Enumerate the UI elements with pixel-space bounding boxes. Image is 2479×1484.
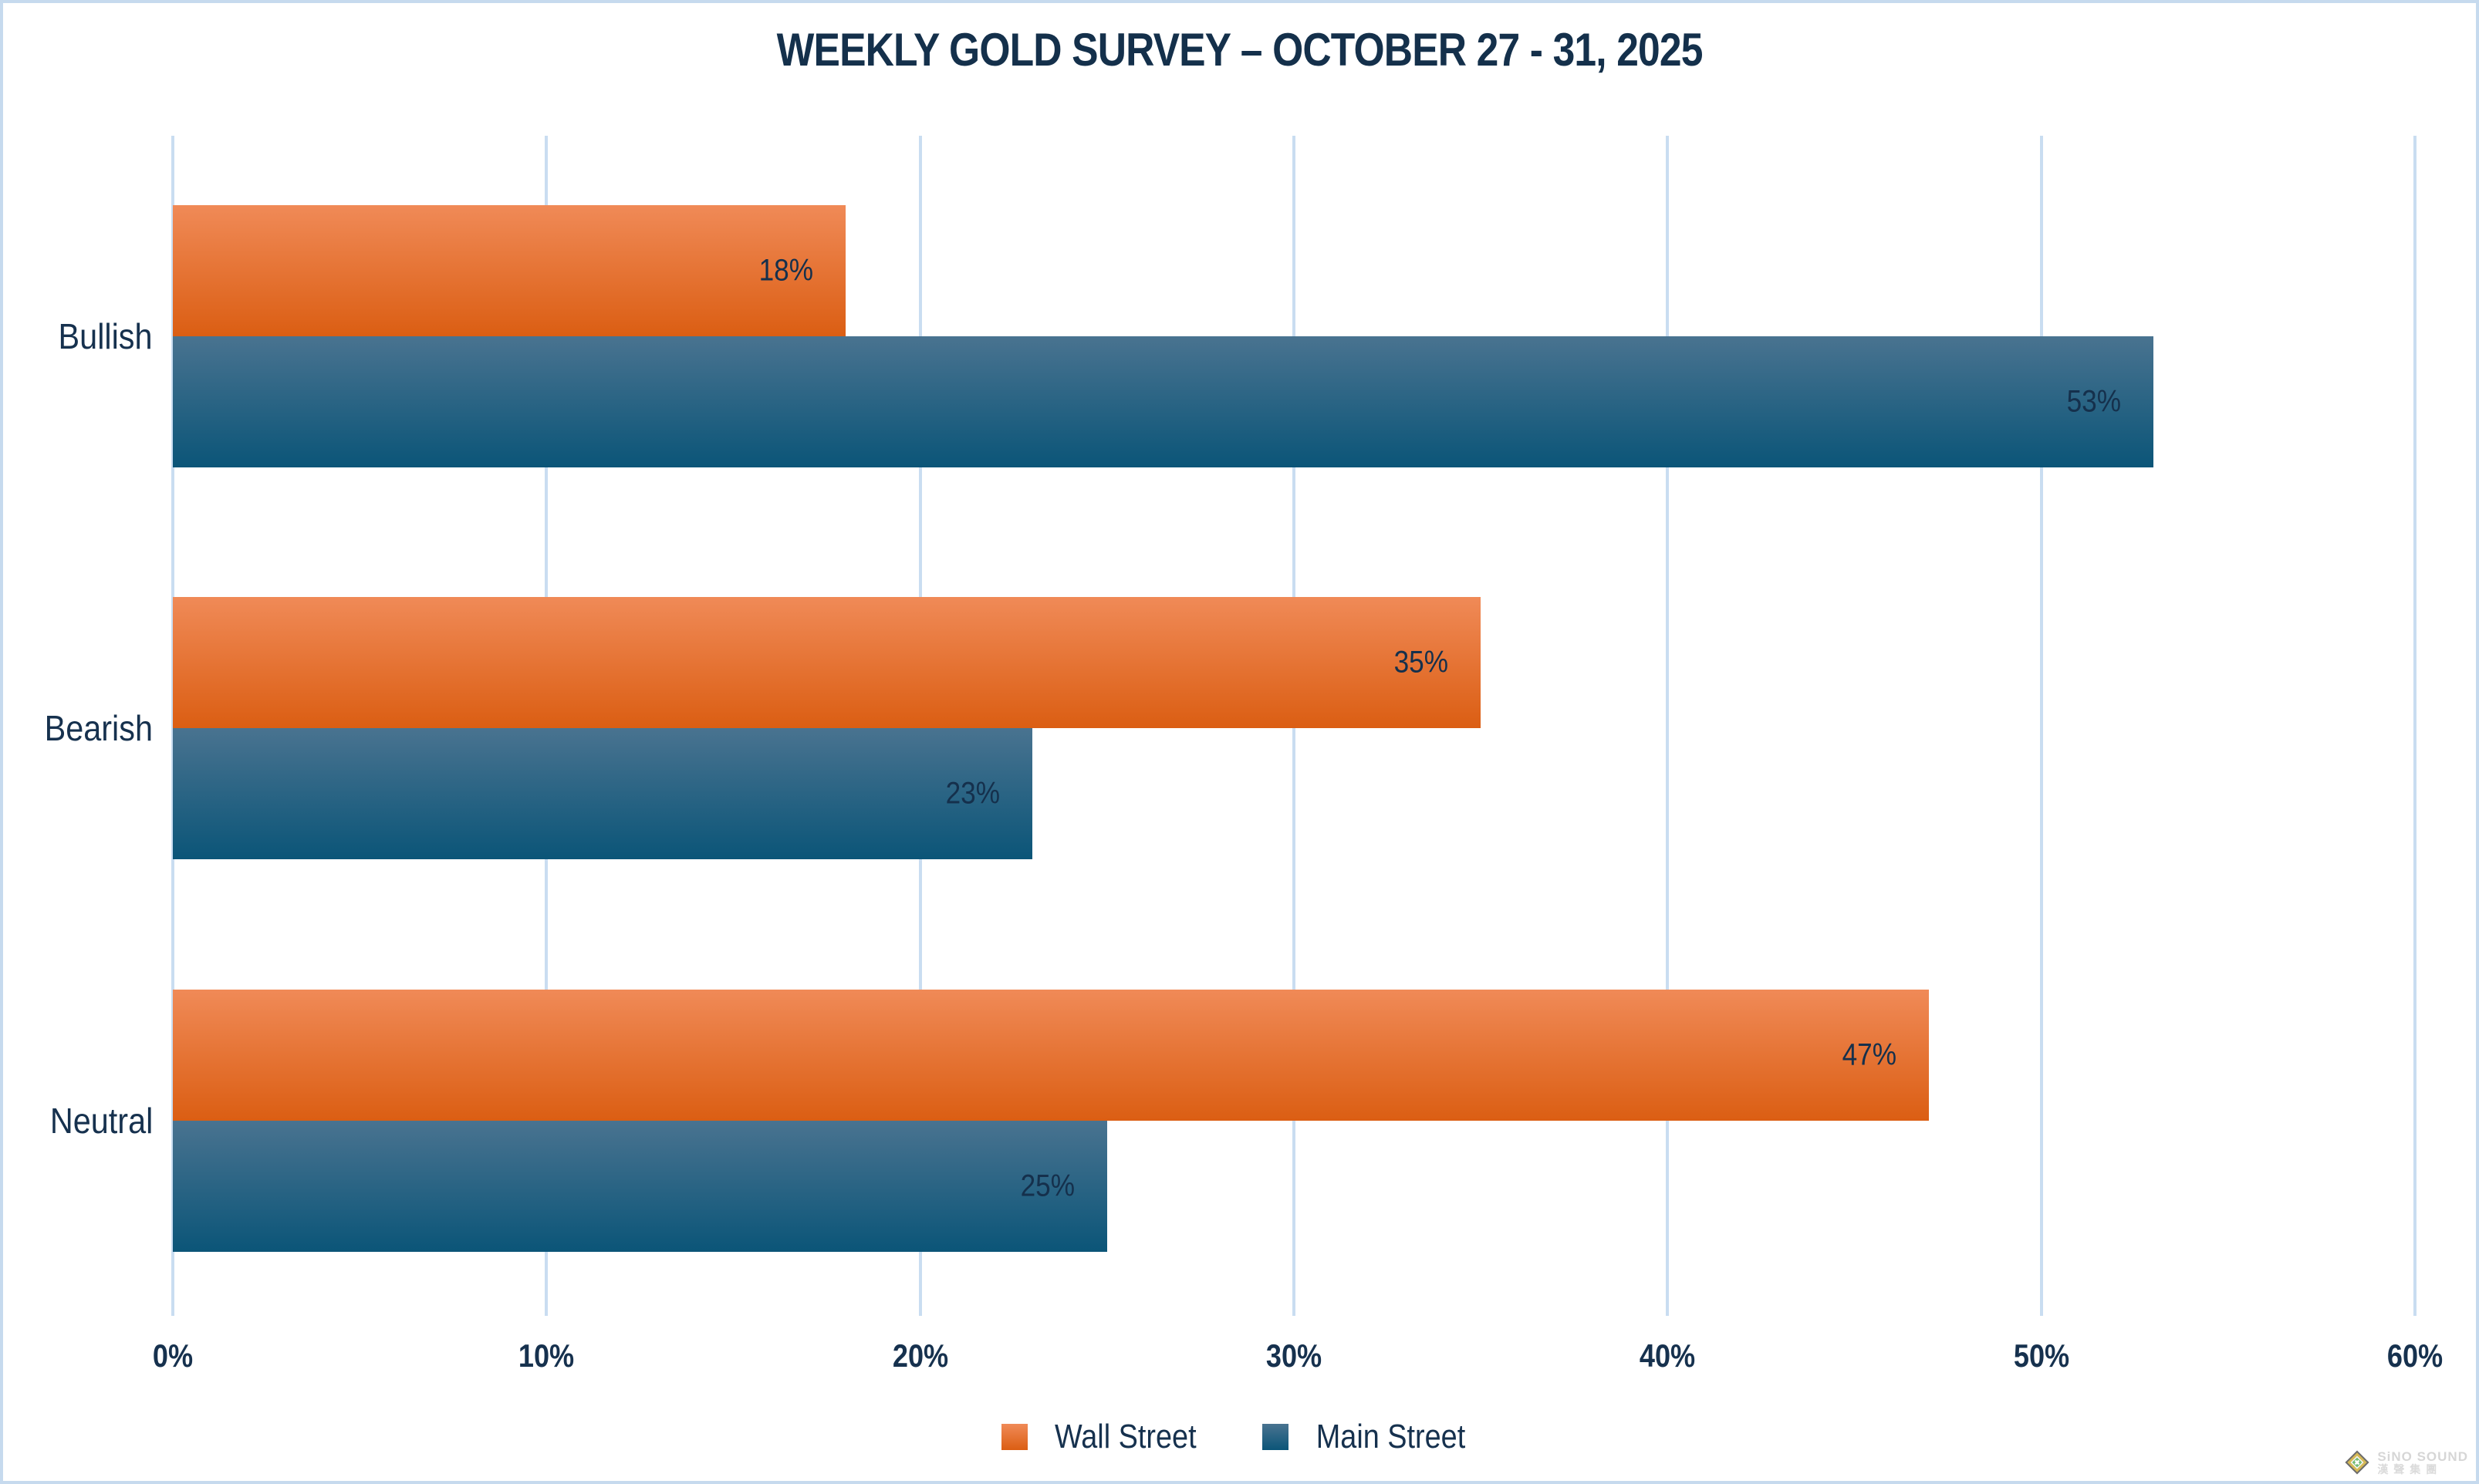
x-axis-tick-label: 30%: [1265, 1337, 1322, 1374]
x-axis-tick-label: 60%: [2386, 1337, 2444, 1374]
watermark-line2: 漢聲集團: [2377, 1462, 2443, 1476]
category-label-bearish: Bearish: [44, 708, 153, 748]
x-axis-tick-label: 50%: [2013, 1337, 2069, 1374]
gridline: [2039, 136, 2043, 1316]
watermark-line1: SiNO SOUND: [2377, 1449, 2468, 1464]
legend-item-wall-street: Wall Street: [1001, 1418, 1208, 1456]
chart-title: WEEKLY GOLD SURVEY – OCTOBER 27 - 31, 20…: [3, 23, 2476, 76]
x-axis-tick-label: 10%: [518, 1337, 575, 1374]
plot-area: 0% 10% 20% 30% 40% 50% 60% Bullish 18% 53% Bearish…: [45, 136, 2443, 1374]
watermark: SiNO SOUND 漢聲集團: [2343, 1449, 2468, 1476]
bar-neutral-main-street: 25%: [173, 1121, 1107, 1252]
watermark-text: SiNO SOUND 漢聲集團: [2377, 1449, 2468, 1476]
category-label-neutral: Neutral: [49, 1101, 153, 1141]
legend-label-main-street: Main Street: [1315, 1418, 1466, 1455]
bar-value-label: 53%: [2066, 384, 2121, 419]
chart-title-text: WEEKLY GOLD SURVEY – OCTOBER 27 - 31, 20…: [776, 24, 1704, 76]
sino-sound-diamond-logo-icon: [2345, 1450, 2369, 1475]
bar-value-label: 35%: [1393, 645, 1449, 680]
bar-value-label: 23%: [945, 776, 1000, 811]
x-axis-tick-label: 0%: [152, 1337, 194, 1374]
x-axis-tick-label: 40%: [1640, 1337, 1696, 1374]
gridline: [2413, 136, 2417, 1316]
bar-bearish-main-street: 23%: [173, 728, 1032, 859]
bar-value-label: 47%: [1842, 1037, 1897, 1072]
category-label-bullish: Bullish: [59, 316, 153, 356]
bar-value-label: 18%: [758, 253, 813, 288]
bar-value-label: 25%: [1020, 1169, 1075, 1203]
bar-bullish-main-street: 53%: [173, 336, 2153, 467]
legend-swatch-wall-street-icon: [1001, 1424, 1028, 1450]
x-axis-tick-label: 20%: [892, 1337, 948, 1374]
legend-swatch-main-street-icon: [1261, 1424, 1288, 1450]
bar-bullish-wall-street: 18%: [173, 205, 846, 336]
legend: Wall Street Main Street: [3, 1418, 2476, 1456]
bar-neutral-wall-street: 47%: [173, 990, 1930, 1121]
legend-item-main-street: Main Street: [1261, 1418, 1478, 1456]
gridline: [1666, 136, 1670, 1316]
legend-label-wall-street: Wall Street: [1055, 1418, 1197, 1455]
bar-bearish-wall-street: 35%: [173, 597, 1481, 728]
